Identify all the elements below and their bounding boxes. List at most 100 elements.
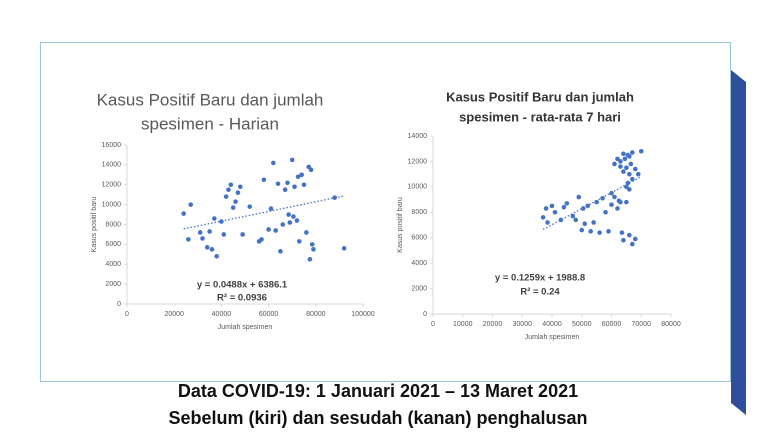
caption: Sebelum (kiri) dan sesudah (kanan) pengh…: [168, 408, 587, 428]
chart-title: spesimen - rata-rata 7 hari: [459, 109, 621, 124]
trendline: [183, 195, 345, 230]
point: [304, 230, 309, 235]
x-tick-label: 10000: [453, 321, 473, 328]
point: [564, 201, 570, 206]
point: [612, 161, 617, 167]
point: [289, 157, 295, 163]
point: [573, 217, 579, 223]
point: [603, 209, 608, 215]
point: [286, 212, 291, 217]
point: [618, 164, 623, 169]
point: [633, 166, 638, 172]
point: [618, 199, 623, 205]
point: [280, 222, 286, 227]
point: [627, 171, 632, 177]
point: [307, 256, 313, 262]
point: [576, 194, 582, 200]
y-tick-label: 14000: [408, 133, 428, 140]
chart-title: Kasus Positif Baru dan jumlah: [446, 89, 634, 104]
chart-title: spesimen - Harian: [141, 114, 279, 133]
y-tick-label: 12000: [408, 158, 428, 165]
y-axis-label: Kasus positif baru: [91, 197, 98, 253]
point: [570, 213, 576, 219]
point: [311, 247, 316, 252]
point: [235, 190, 241, 195]
x-tick-label: 20000: [483, 321, 503, 328]
x-tick-label: 30000: [513, 321, 533, 328]
point: [287, 220, 293, 225]
y-tick-label: 10000: [408, 184, 428, 191]
y-tick-label: 8000: [105, 221, 121, 228]
x-tick-label: 80000: [306, 311, 326, 318]
point: [197, 230, 203, 235]
decor-ribbon: [731, 70, 746, 415]
x-axis-label: Jumlah spesimen: [525, 334, 580, 341]
point: [588, 229, 593, 234]
y-tick-label: 4000: [411, 260, 427, 267]
x-tick-label: 40000: [542, 321, 562, 328]
point: [188, 202, 194, 207]
point: [606, 229, 611, 234]
point: [237, 184, 243, 190]
trendline-equation: y = 0.1259x + 1988.8: [495, 273, 585, 284]
x-tick-label: 0: [431, 321, 435, 328]
point: [633, 236, 638, 242]
point: [271, 160, 276, 166]
point: [299, 172, 304, 178]
point: [622, 156, 628, 162]
point: [580, 206, 586, 211]
y-tick-label: 8000: [411, 209, 427, 216]
point: [268, 206, 274, 211]
x-tick-label: 60000: [602, 321, 622, 328]
x-tick-label: 0: [125, 311, 129, 318]
point: [561, 204, 567, 210]
point: [615, 206, 620, 211]
y-tick-label: 6000: [411, 235, 427, 242]
point: [292, 184, 297, 190]
point: [207, 229, 212, 234]
x-tick-label: 40000: [212, 311, 232, 318]
x-axis-label: Jumlah spesimen: [218, 324, 273, 331]
r-squared: R² = 0.24: [520, 287, 560, 298]
point: [275, 181, 281, 187]
point: [233, 199, 238, 204]
point: [619, 230, 625, 235]
point: [579, 227, 585, 233]
point: [540, 215, 546, 220]
point: [273, 228, 278, 233]
point: [212, 216, 217, 221]
point: [285, 180, 290, 186]
point: [591, 220, 596, 225]
x-tick-label: 60000: [259, 311, 279, 318]
point: [308, 167, 314, 173]
point: [543, 206, 549, 211]
point: [221, 232, 227, 237]
point: [549, 203, 555, 209]
point: [282, 187, 288, 193]
y-tick-label: 10000: [102, 201, 122, 208]
point: [621, 151, 626, 157]
point: [621, 237, 626, 243]
point: [200, 236, 205, 241]
point: [635, 171, 641, 177]
caption: Data COVID-19: 1 Januari 2021 – 13 Maret…: [178, 381, 578, 401]
trendline-equation: y = 0.0488x + 6386.1: [197, 280, 288, 291]
point: [627, 187, 632, 192]
point: [630, 150, 635, 155]
y-tick-label: 0: [423, 311, 427, 318]
point: [259, 237, 264, 242]
chart-title: Kasus Positif Baru dan jumlah: [97, 90, 324, 109]
point: [609, 202, 614, 207]
point: [223, 194, 229, 199]
point: [638, 148, 644, 154]
point: [266, 227, 271, 232]
x-tick-label: 20000: [164, 311, 184, 318]
y-tick-label: 6000: [105, 241, 121, 248]
point: [226, 187, 231, 193]
point: [296, 239, 302, 244]
point: [261, 177, 267, 183]
y-tick-label: 2000: [411, 285, 427, 292]
y-tick-label: 16000: [102, 142, 122, 149]
